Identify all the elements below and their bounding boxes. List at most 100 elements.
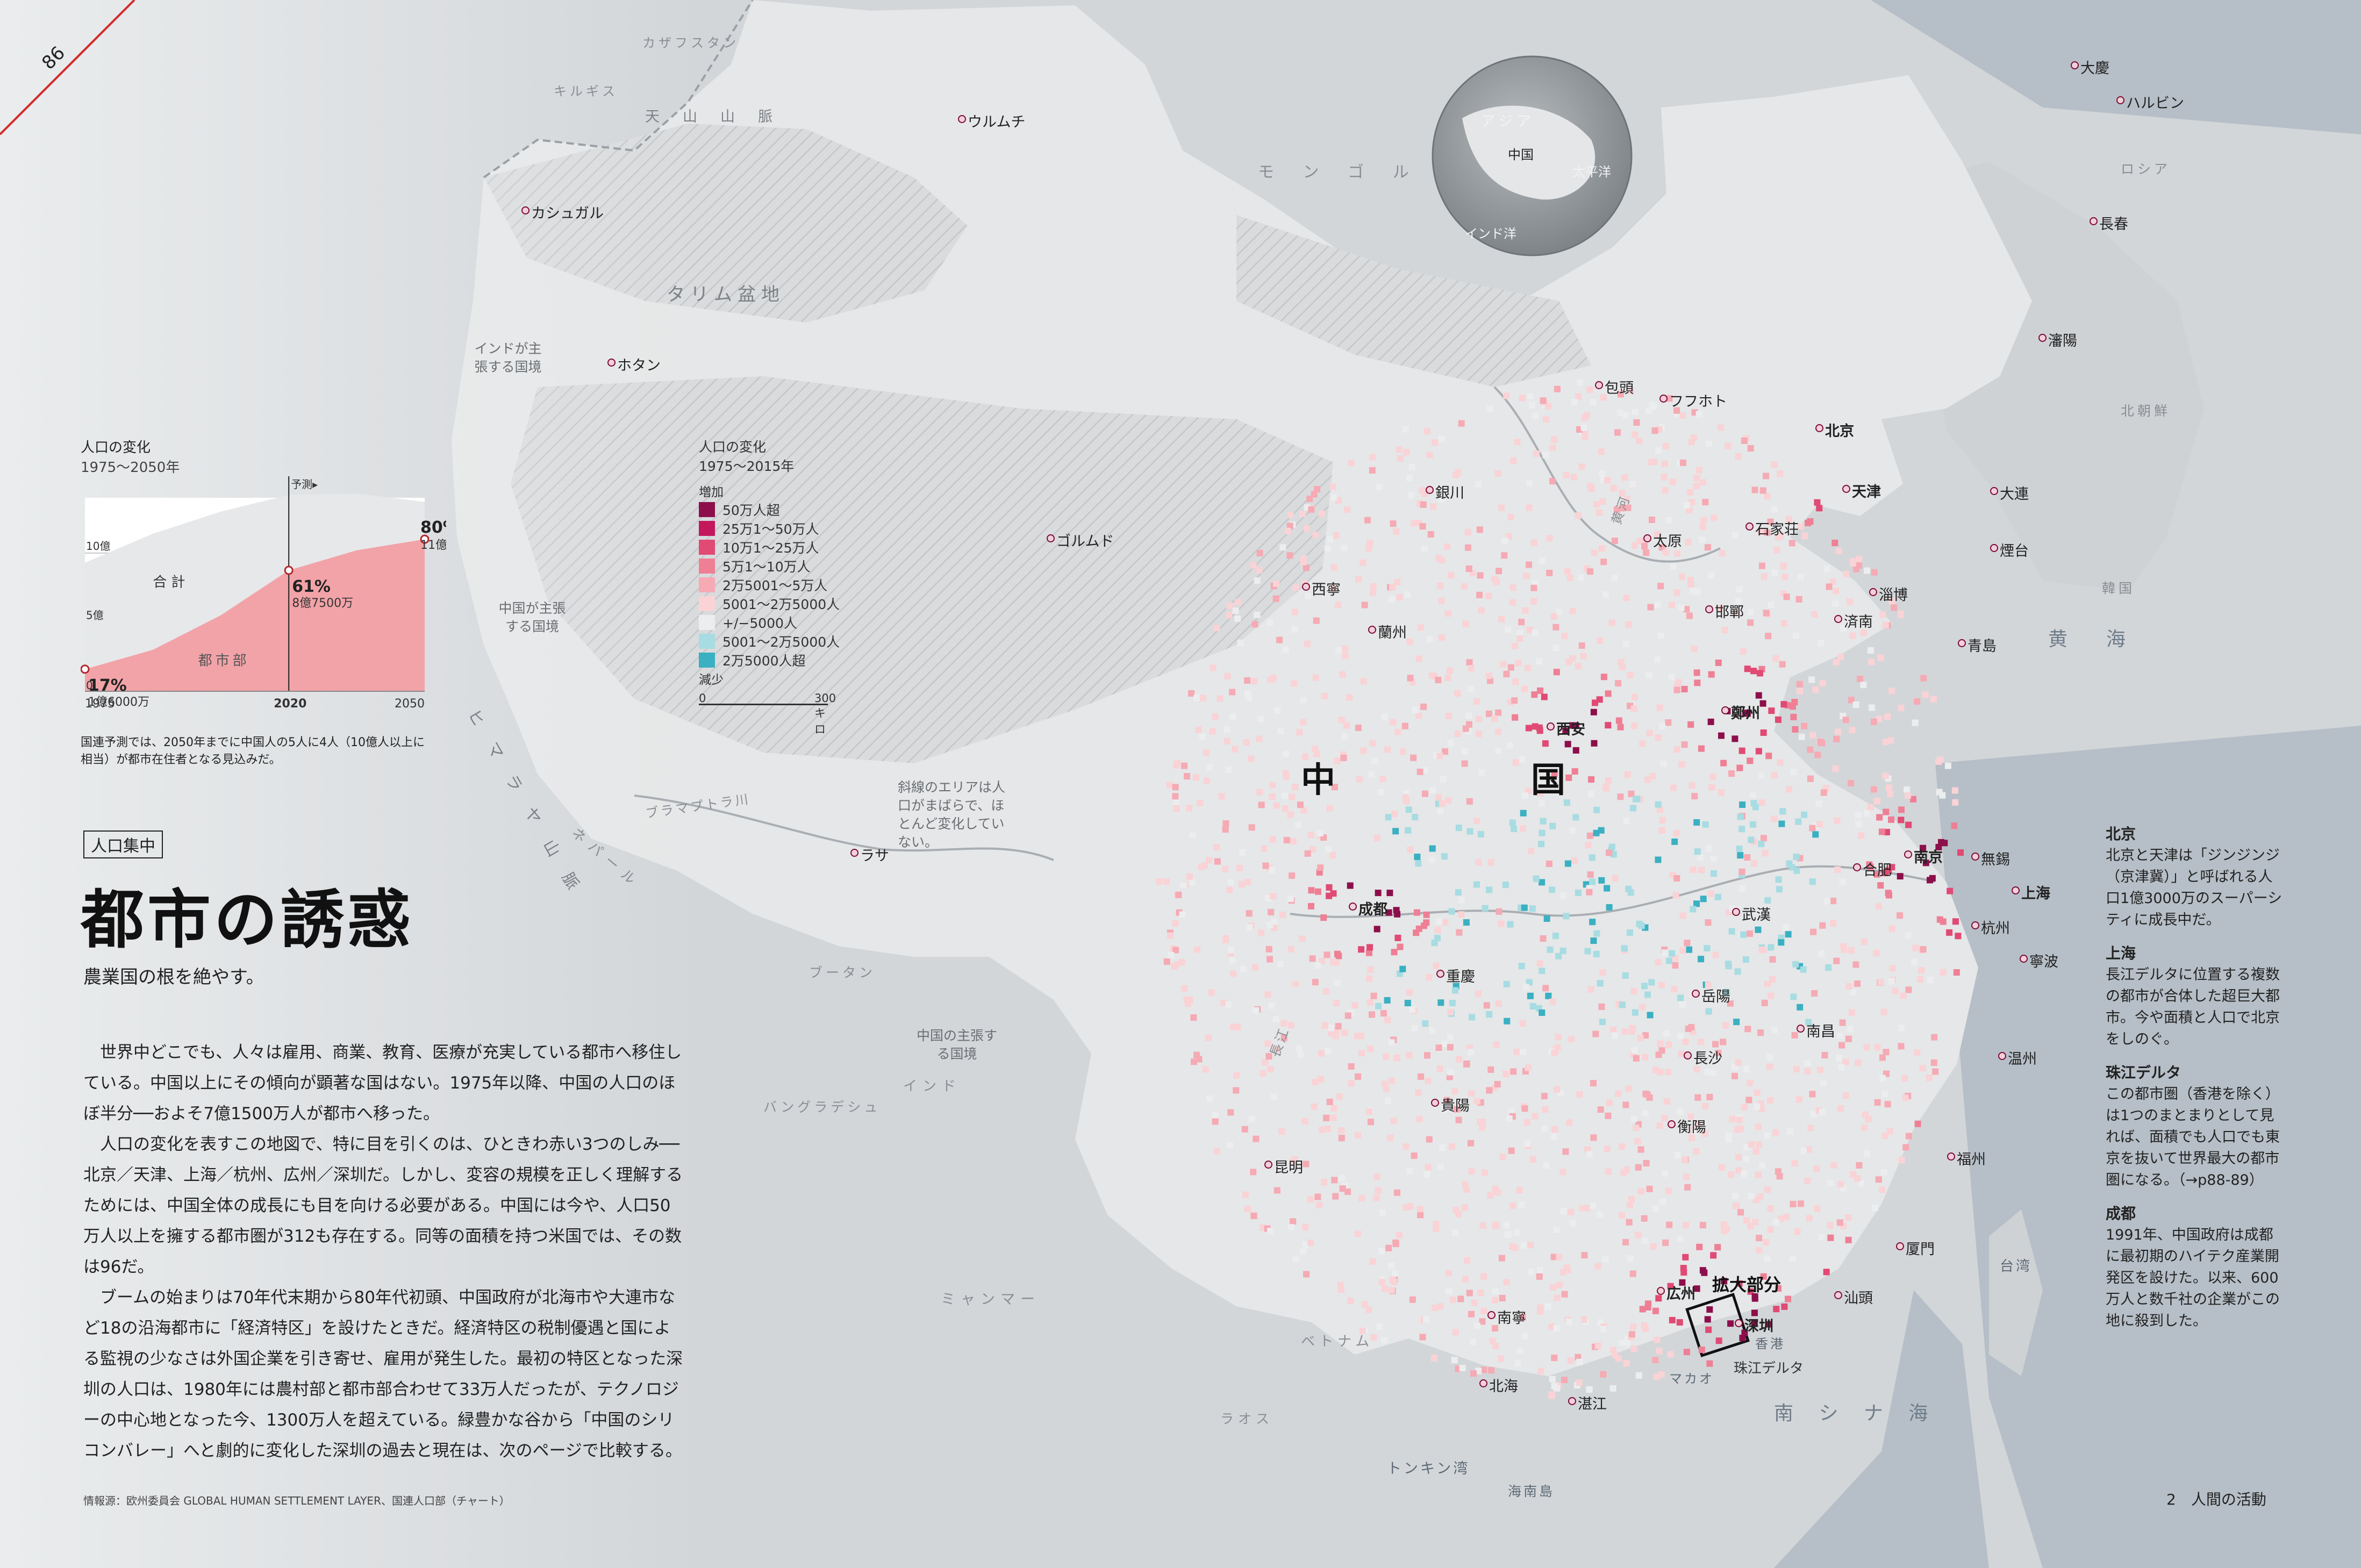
population-cell — [1554, 1294, 1561, 1301]
population-cell — [1781, 1303, 1788, 1310]
population-cell — [1688, 1023, 1695, 1030]
population-cell — [1373, 1173, 1380, 1180]
population-cell — [1569, 655, 1576, 662]
population-cell — [1855, 821, 1862, 828]
population-cell — [1411, 1025, 1418, 1032]
india-claim-note: インドが主張する国境 — [474, 341, 542, 375]
population-cell — [1381, 1285, 1388, 1292]
population-cell — [1525, 1064, 1532, 1071]
population-cell — [1751, 486, 1758, 493]
population-cell — [1406, 475, 1413, 482]
population-cell — [1245, 694, 1252, 701]
population-cell — [1631, 693, 1638, 700]
region-laos: ラオス — [1220, 1411, 1274, 1427]
population-cell — [1452, 1329, 1459, 1336]
population-cell — [1304, 640, 1311, 647]
legend-items: 50万人超 25万1～50万人 10万1～25万人 5万1～10万人 2万5001～5万… — [699, 500, 840, 669]
legend-swatch — [699, 652, 715, 668]
population-cell — [1735, 453, 1742, 460]
population-cell — [1389, 583, 1396, 590]
population-cell — [1224, 738, 1230, 745]
population-cell — [1617, 724, 1624, 731]
population-cell — [1455, 825, 1462, 832]
population-cell — [1701, 1269, 1708, 1276]
population-cell — [1332, 1033, 1339, 1040]
population-cell — [1854, 1059, 1861, 1066]
city-hengyang: 衡陽 — [1668, 1115, 1706, 1136]
population-cell — [1209, 728, 1216, 735]
population-cell — [1506, 1115, 1513, 1122]
population-cell — [1549, 478, 1556, 485]
population-cell — [1226, 1142, 1233, 1149]
population-cell — [1790, 768, 1797, 775]
population-cell — [1734, 968, 1741, 975]
population-cell — [1576, 1091, 1583, 1098]
region-russia: ロシア — [2121, 161, 2171, 177]
population-cell — [1397, 943, 1404, 950]
legend-title: 人口の変化 — [699, 439, 767, 455]
population-cell — [1401, 722, 1408, 729]
legend-period: 1975～2015年 — [699, 459, 795, 474]
population-cell — [1437, 1163, 1444, 1170]
population-cell — [1661, 949, 1668, 956]
population-cell — [1691, 793, 1698, 800]
population-cell — [1203, 777, 1210, 784]
population-cell — [1429, 845, 1436, 852]
population-cell — [1411, 1152, 1418, 1159]
population-cell — [1566, 575, 1573, 582]
chart-area-urban — [85, 539, 425, 691]
city-kunming: 昆明 — [1264, 1156, 1303, 1177]
population-cell — [1665, 719, 1672, 726]
population-cell — [1318, 1076, 1325, 1083]
population-cell — [1878, 828, 1885, 835]
population-cell — [1449, 1297, 1456, 1304]
population-cell — [1693, 669, 1700, 676]
population-cell — [1479, 1318, 1486, 1325]
population-cell — [1220, 999, 1227, 1006]
population-cell — [1440, 776, 1447, 783]
population-cell — [1512, 714, 1519, 721]
population-cell — [1549, 998, 1556, 1005]
chart-forecast-label: 予測▸ — [291, 478, 318, 491]
population-cell — [1661, 461, 1668, 468]
population-cell — [1772, 655, 1779, 662]
population-cell — [1199, 694, 1206, 701]
population-cell — [1470, 1370, 1477, 1377]
population-cell — [1375, 1003, 1382, 1009]
population-cell — [1507, 514, 1514, 521]
population-cell — [1636, 438, 1643, 445]
population-cell — [1765, 633, 1772, 640]
population-cell — [1262, 1058, 1269, 1065]
population-cell — [1551, 1355, 1558, 1362]
pearl-river-delta-label: 珠江デルタ — [1734, 1361, 1804, 1377]
population-cell — [1818, 640, 1825, 647]
population-cell — [1330, 1114, 1337, 1121]
population-cell — [1673, 746, 1680, 753]
population-cell — [1657, 1040, 1664, 1047]
city-beijing: 北京 — [1815, 419, 1854, 440]
population-cell — [1277, 727, 1284, 734]
population-cell — [1360, 678, 1367, 685]
population-cell — [1692, 1128, 1699, 1135]
population-cell — [1816, 821, 1823, 828]
population-cell — [1738, 868, 1745, 875]
population-cell — [1619, 1339, 1626, 1346]
population-cell — [1655, 447, 1662, 454]
population-cell — [1628, 1028, 1635, 1035]
population-cell — [1793, 1065, 1800, 1072]
population-cell — [1818, 950, 1825, 957]
population-cell — [1503, 671, 1510, 678]
city-changsha: 長沙 — [1684, 1047, 1722, 1068]
population-cell — [1572, 722, 1579, 729]
population-cell — [1272, 595, 1279, 602]
population-cell — [1373, 926, 1380, 933]
population-cell — [1213, 1148, 1220, 1155]
population-cell — [1290, 1218, 1297, 1225]
population-cell — [1563, 471, 1570, 478]
population-cell — [1749, 821, 1756, 828]
population-cell — [1664, 1069, 1671, 1076]
population-cell — [1687, 581, 1694, 588]
population-cell — [1654, 656, 1661, 663]
population-cell — [1341, 646, 1348, 653]
